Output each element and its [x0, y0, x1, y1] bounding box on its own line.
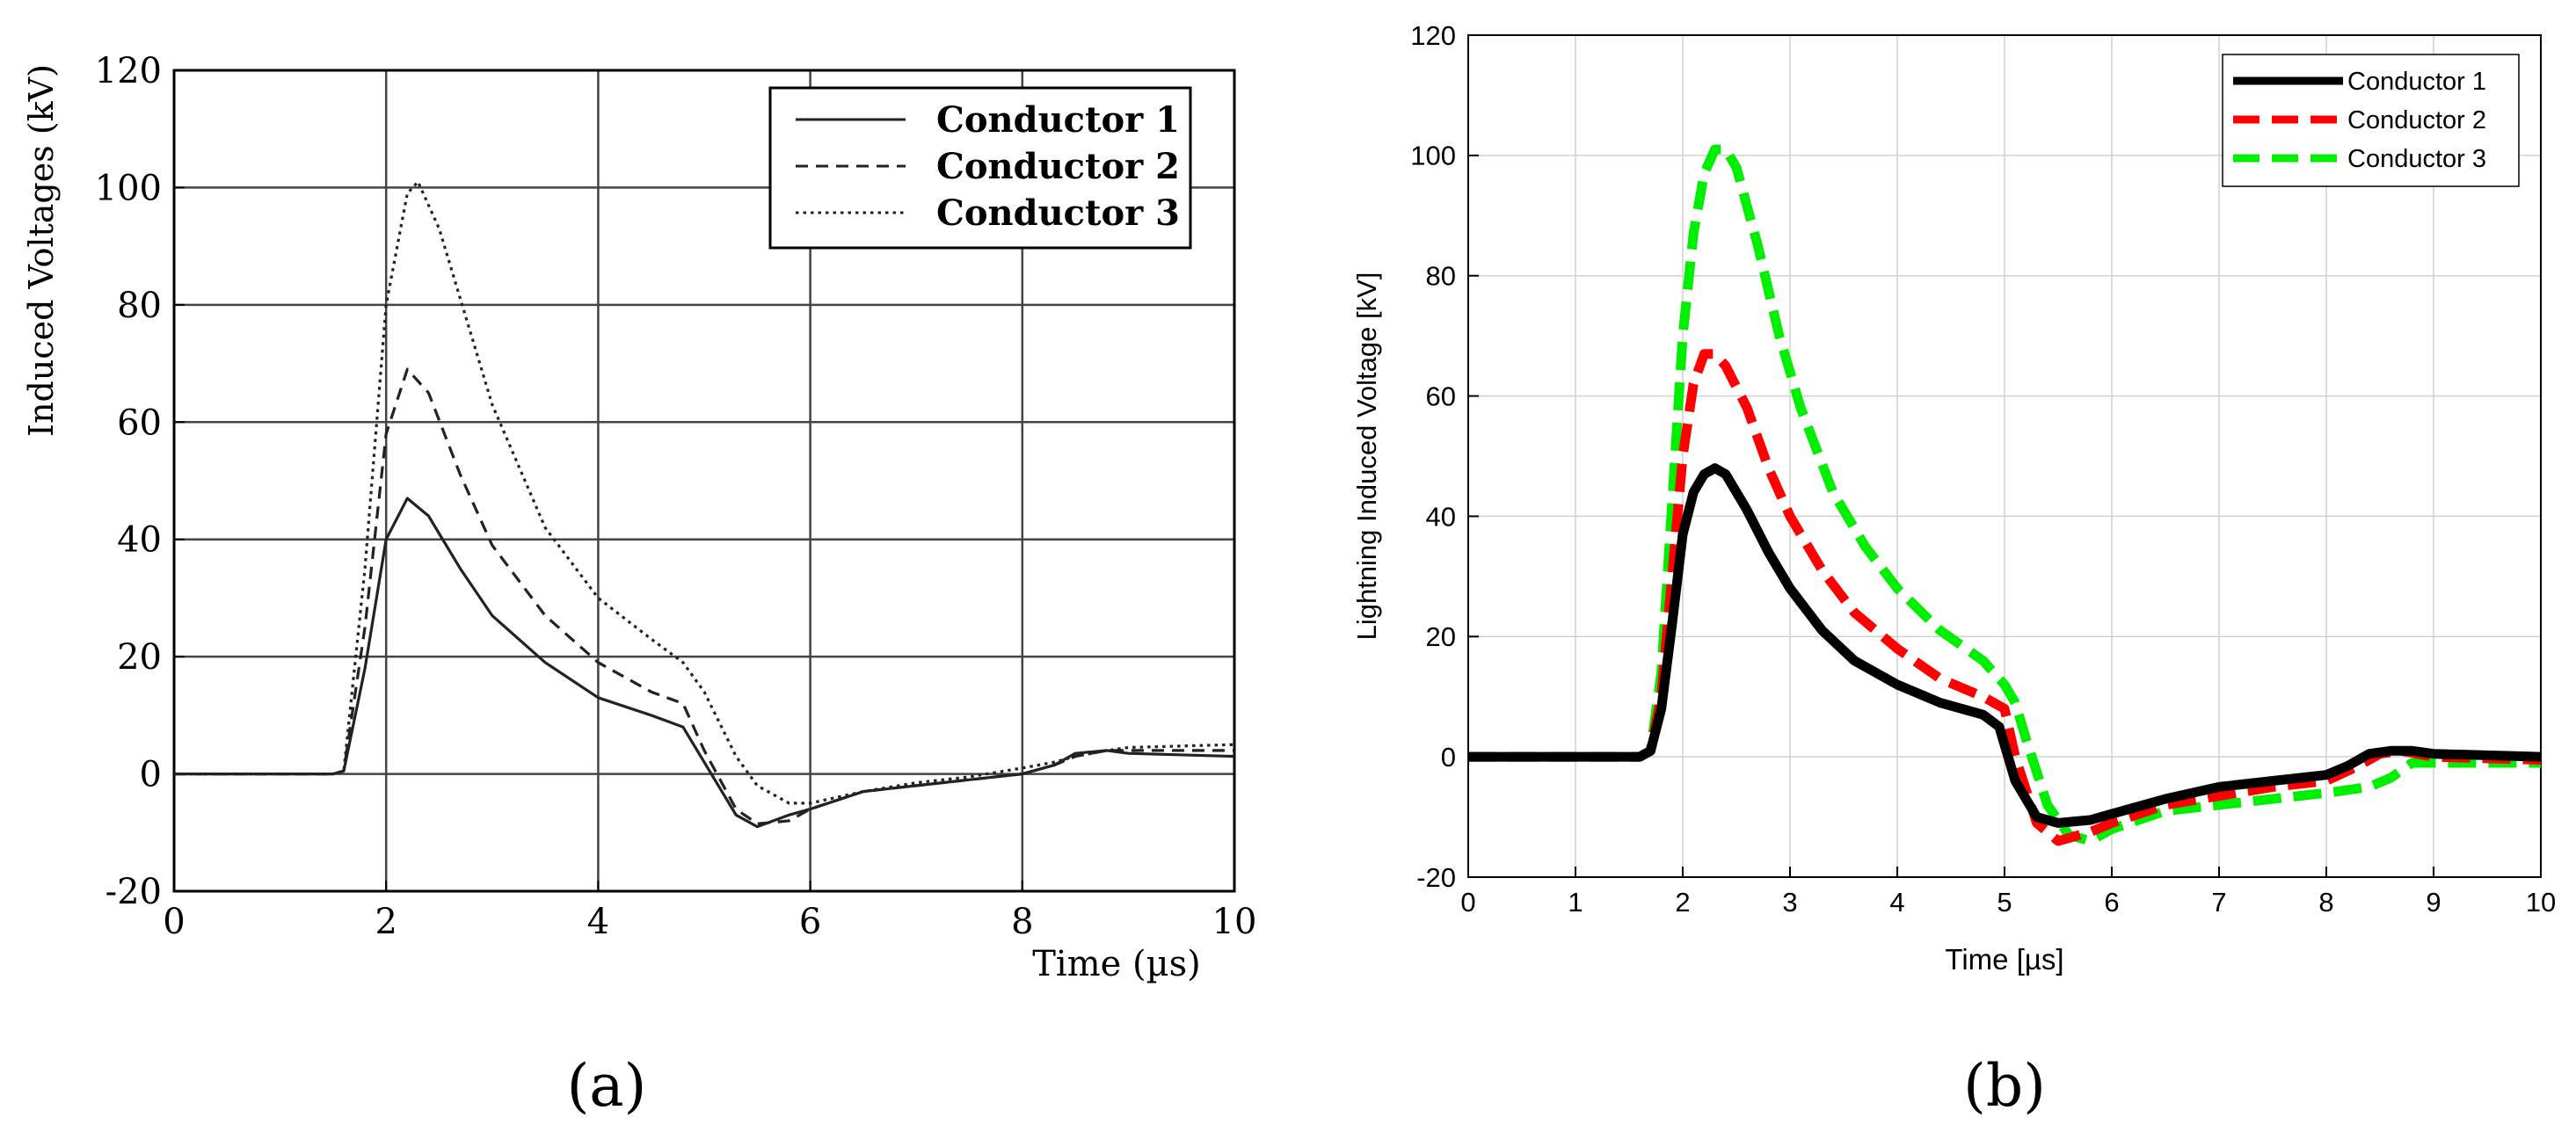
series-line-conductor-2 — [1468, 349, 2542, 846]
x-axis-label: Time (µs) — [1032, 944, 1201, 984]
series-line-conductor-3 — [174, 180, 1235, 805]
y-tick-label: 0 — [140, 755, 162, 795]
legend-label: Conductor 2 — [936, 146, 1180, 187]
x-tick-label: 2 — [375, 902, 397, 942]
x-axis-label: Time [µs] — [1945, 943, 2063, 976]
y-tick-label: 20 — [1426, 621, 1456, 652]
legend-label: Conductor 1 — [936, 99, 1180, 141]
y-tick-label: 120 — [1410, 20, 1456, 51]
y-tick-label: -20 — [1416, 862, 1456, 893]
x-tick-label: 6 — [2104, 887, 2119, 918]
y-tick-label: 120 — [95, 51, 162, 91]
x-tick-label: 5 — [1997, 887, 2012, 918]
y-tick-label: 60 — [1426, 381, 1456, 411]
y-tick-label: 20 — [117, 637, 162, 678]
x-tick-label: 8 — [1011, 902, 1033, 942]
y-tick-label: 0 — [1441, 742, 1456, 773]
x-tick-label: 10 — [2526, 887, 2556, 918]
y-tick-label: -20 — [106, 872, 162, 912]
legend-label: Conductor 3 — [936, 192, 1180, 234]
x-tick-label: 4 — [1889, 887, 1904, 918]
y-tick-label: 100 — [95, 168, 162, 208]
series-line-conductor-2 — [174, 367, 1234, 825]
y-tick-label: 80 — [117, 286, 162, 326]
y-tick-label: 100 — [1410, 141, 1456, 171]
y-tick-label: 40 — [1426, 501, 1456, 532]
x-tick-label: 4 — [587, 902, 609, 942]
panel-label-b: (b) — [1963, 1052, 2046, 1120]
x-tick-label: 7 — [2211, 887, 2226, 918]
plot-frame — [172, 69, 1236, 893]
y-tick-label: 80 — [1426, 261, 1456, 292]
x-tick-label: 9 — [2426, 887, 2441, 918]
legend-box — [768, 86, 1192, 250]
series-line-conductor-1 — [174, 497, 1235, 829]
y-tick-label: 40 — [117, 520, 162, 561]
series-line-conductor-1 — [1468, 463, 2542, 828]
x-tick-label: 3 — [1782, 887, 1797, 918]
x-tick-label: 0 — [1460, 887, 1475, 918]
x-tick-label: 6 — [799, 902, 821, 942]
x-tick-label: 0 — [163, 902, 185, 942]
x-tick-label: 10 — [1212, 902, 1257, 942]
legend-label: Conductor 2 — [2347, 106, 2486, 134]
y-axis-label: Lightning Induced Voltage [kV] — [1351, 272, 1382, 641]
y-axis-label: Induced Voltages (kV) — [22, 64, 61, 437]
panel-label-a: (a) — [567, 1052, 647, 1120]
series-line-conductor-3 — [1468, 144, 2541, 846]
x-tick-label: 1 — [1568, 887, 1583, 918]
y-tick-label: 60 — [117, 403, 162, 443]
x-tick-label: 8 — [2318, 887, 2333, 918]
legend-label: Conductor 3 — [2347, 145, 2486, 173]
legend-label: Conductor 1 — [2347, 68, 2486, 96]
x-tick-label: 2 — [1675, 887, 1690, 918]
